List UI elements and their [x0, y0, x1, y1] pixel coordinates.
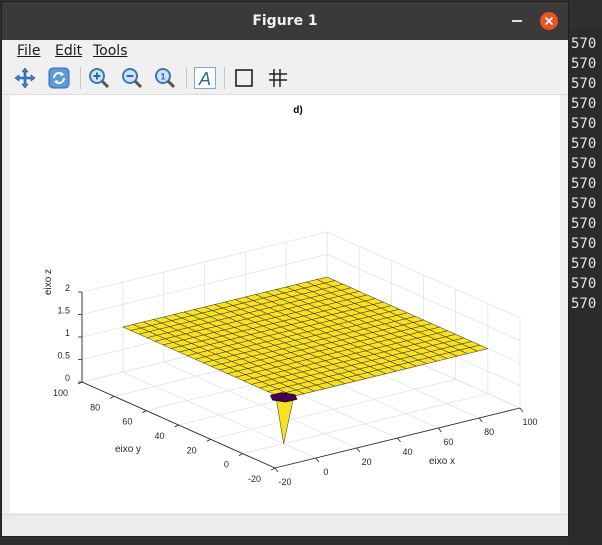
y-tick-mark: [238, 453, 244, 457]
y-axis-label: eixo y: [115, 444, 141, 455]
svg-text:1: 1: [160, 72, 165, 82]
chart-title: d): [293, 105, 302, 116]
surface-patch: [275, 392, 295, 444]
grid-button[interactable]: [266, 66, 290, 90]
y-tick-mark: [109, 395, 115, 399]
y-tick-label: 0: [224, 460, 229, 470]
y-tick-label: 40: [154, 431, 164, 441]
wall-grid-line: [326, 254, 521, 341]
zoom-reset-icon: 1: [155, 68, 176, 89]
terminal-line: 570: [571, 256, 597, 272]
axes-box-button[interactable]: [232, 66, 256, 90]
terminal-line: 570: [571, 36, 597, 52]
zoom-in-button[interactable]: [87, 66, 111, 90]
y-tick-mark: [142, 410, 147, 414]
terminal-line: 570: [571, 56, 597, 72]
menu-file[interactable]: File: [17, 43, 40, 59]
x-tick-label: 20: [362, 457, 372, 467]
x-tick-mark: [478, 417, 483, 423]
svg-text:A: A: [198, 69, 211, 89]
zoom-in-icon: [89, 68, 110, 89]
menu-file-label: File: [17, 43, 41, 59]
menu-tools-label: Tools: [93, 43, 128, 59]
status-bar: [2, 514, 568, 536]
y-tick-label: 100: [53, 388, 68, 398]
title-bar[interactable]: Figure 1: [2, 2, 568, 40]
y-tick-label: 60: [122, 417, 132, 427]
x-tick-label: 80: [484, 427, 494, 437]
y-tick-label: -20: [248, 474, 261, 484]
terminal-line: 570: [571, 196, 597, 212]
x-tick-label: 60: [443, 437, 453, 447]
wall-grid-line: [81, 254, 328, 315]
toolbar: 1 A: [2, 62, 568, 95]
z-tick-label: 2: [65, 283, 70, 293]
y-tick-mark: [206, 438, 211, 442]
floor-grid-line: [210, 378, 456, 440]
x-tick-label: 0: [323, 467, 328, 477]
x-tick-mark: [397, 437, 401, 443]
terminal-line: 570: [571, 156, 597, 172]
terminal-line: 570: [571, 296, 597, 312]
wall-grid-line: [326, 231, 521, 319]
x-tick-mark: [519, 407, 524, 413]
x-tick-mark: [438, 427, 442, 433]
x-tick-label: -20: [278, 477, 291, 487]
wall-grid-line: [81, 231, 328, 293]
x-tick-label: 100: [522, 417, 537, 427]
menu-bar: File Edit Tools: [2, 40, 568, 62]
text-annotation-button[interactable]: A: [193, 66, 217, 90]
close-button[interactable]: [540, 12, 558, 30]
figure-canvas[interactable]: d) eixo z eixo y eixo x -20 0 20 40 60 80 100-…: [10, 95, 560, 513]
close-icon: [540, 12, 558, 30]
terminal-line: 570: [571, 116, 597, 132]
surface-plot[interactable]: d) eixo z eixo y eixo x -20020406080100-…: [10, 95, 560, 513]
z-tick-label: 1.5: [57, 306, 70, 316]
floor-grid-line: [178, 364, 424, 426]
x-tick-mark: [274, 467, 279, 473]
zoom-out-icon: [122, 68, 143, 89]
background-terminal: [568, 30, 602, 545]
minimize-button[interactable]: [508, 12, 526, 30]
window-title: Figure 1: [252, 13, 318, 29]
z-axis-label: eixo z: [43, 269, 54, 295]
terminal-line: 570: [571, 236, 597, 252]
menu-edit[interactable]: Edit: [55, 43, 82, 59]
y-tick-mark: [270, 467, 276, 471]
grid-icon: [269, 69, 287, 87]
terminal-line: 570: [571, 176, 597, 192]
text-annotation-icon: A: [194, 67, 216, 89]
z-tick-label: 0: [65, 373, 70, 383]
z-tick-label: 1: [65, 328, 70, 338]
rotate-icon: [48, 67, 70, 89]
x-tick-mark: [356, 447, 360, 453]
y-tick-label: 80: [90, 402, 100, 412]
z-tick-label: 0.5: [57, 351, 70, 361]
minimize-icon: [512, 20, 522, 22]
y-tick-mark: [174, 424, 179, 428]
terminal-line: 570: [571, 276, 597, 292]
x-tick-label: 40: [402, 447, 412, 457]
pan-button[interactable]: [13, 66, 37, 90]
spike-cap: [269, 392, 298, 403]
pan-icon: [14, 67, 36, 89]
terminal-line: 570: [571, 96, 597, 112]
rotate-button[interactable]: [47, 66, 71, 90]
menu-tools[interactable]: Tools: [93, 43, 128, 59]
terminal-line: 570: [571, 216, 597, 232]
x-tick-mark: [315, 457, 320, 463]
axes-box-icon: [235, 69, 253, 87]
zoom-out-button[interactable]: [120, 66, 144, 90]
x-axis-label: eixo x: [429, 456, 455, 467]
menu-edit-label: Edit: [55, 43, 83, 59]
y-tick-label: 20: [187, 445, 197, 455]
terminal-line: 570: [571, 76, 597, 92]
zoom-reset-button[interactable]: 1: [153, 66, 177, 90]
terminal-line: 570: [571, 136, 597, 152]
figure-window: Figure 1 File Edit Tools: [2, 2, 568, 536]
